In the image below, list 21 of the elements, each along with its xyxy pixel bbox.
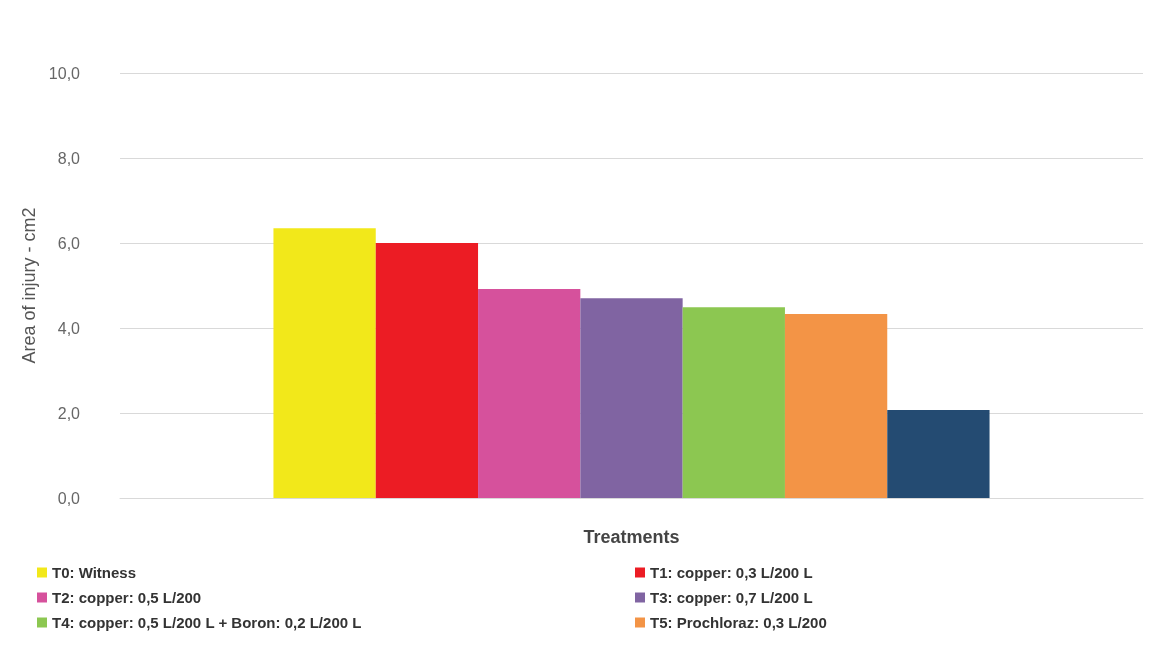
bar	[887, 410, 990, 498]
bar	[375, 243, 479, 498]
legend-label: T5: Prochloraz: 0,3 L/200	[650, 614, 827, 631]
y-tick-label: 10,0	[48, 64, 81, 82]
legend-label: T1: copper: 0,3 L/200 L	[650, 564, 813, 581]
bar	[580, 298, 683, 498]
y-tick-label: 6,0	[57, 234, 81, 252]
y-axis-title: Area of injury - cm2	[18, 207, 39, 364]
y-tick-label: 0,0	[57, 489, 81, 507]
legend-label: T0: Witness	[52, 564, 137, 581]
y-tick-label: 8,0	[57, 149, 81, 167]
y-tick-label: 4,0	[57, 319, 81, 337]
x-axis-title: Treatments	[583, 527, 680, 547]
bar	[682, 307, 785, 498]
bar	[784, 313, 888, 498]
bar	[273, 228, 376, 498]
legend-label: T4: copper: 0,5 L/200 L + Boron: 0,2 L/200 L	[52, 614, 362, 631]
y-tick-label: 2,0	[57, 404, 81, 422]
legend-label: T2: copper: 0,5 L/200	[52, 589, 202, 606]
bar	[478, 288, 581, 498]
legend-label: T3: copper: 0,7 L/200 L	[650, 589, 813, 606]
